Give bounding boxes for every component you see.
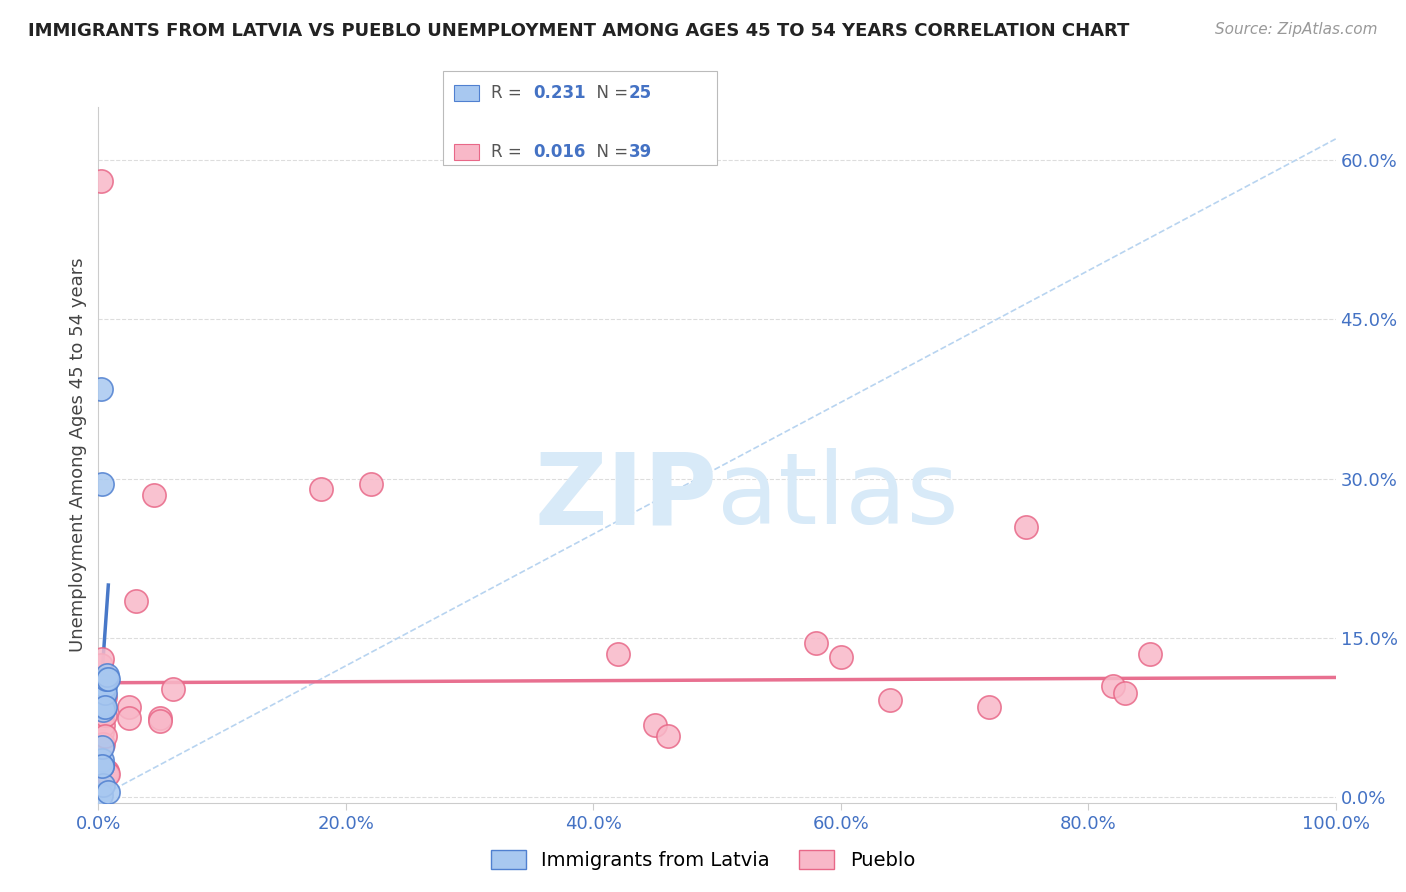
Point [93, 707, 115, 722]
Point [309, 483, 332, 497]
Text: N =: N = [586, 84, 634, 102]
Point [90, 657, 112, 672]
Point [91, 753, 114, 767]
Point [91, 739, 114, 754]
Point [1139, 647, 1161, 661]
Point [91, 724, 114, 739]
Y-axis label: Unemployment Among Ages 45 to 54 years: Unemployment Among Ages 45 to 54 years [69, 258, 87, 652]
Point [97, 785, 120, 799]
Point [90, 706, 112, 720]
Text: 25: 25 [628, 84, 651, 102]
Point [90, 789, 112, 803]
Point [91, 679, 114, 693]
Point [93, 679, 115, 693]
Point [94, 764, 117, 778]
Point [91, 758, 114, 772]
Text: atlas: atlas [717, 448, 959, 545]
Point [93, 690, 115, 704]
Point [90, 675, 112, 690]
Point [91, 758, 114, 772]
Point [91, 711, 114, 725]
Point [607, 647, 630, 661]
Text: 0.016: 0.016 [533, 143, 585, 161]
Point [93, 679, 115, 693]
Point [360, 477, 382, 491]
Point [644, 718, 666, 732]
Point [91, 477, 114, 491]
Text: 0.231: 0.231 [533, 84, 585, 102]
Point [93, 673, 115, 688]
Point [118, 700, 141, 714]
Point [93, 778, 115, 792]
Point [93, 679, 115, 693]
Point [91, 695, 114, 709]
Point [143, 488, 166, 502]
Point [93, 697, 115, 711]
Point [97, 767, 120, 781]
Point [979, 700, 1001, 714]
Point [93, 718, 115, 732]
Point [118, 711, 141, 725]
Point [90, 174, 112, 188]
Text: Source: ZipAtlas.com: Source: ZipAtlas.com [1215, 22, 1378, 37]
Point [162, 682, 184, 697]
Text: IMMIGRANTS FROM LATVIA VS PUEBLO UNEMPLOYMENT AMONG AGES 45 TO 54 YEARS CORRELAT: IMMIGRANTS FROM LATVIA VS PUEBLO UNEMPLO… [28, 22, 1129, 40]
Point [93, 729, 115, 743]
Point [93, 703, 115, 717]
Text: R =: R = [491, 84, 527, 102]
Point [830, 650, 852, 665]
Point [93, 684, 115, 698]
Point [91, 652, 114, 666]
Point [149, 711, 172, 725]
Point [93, 690, 115, 704]
Point [96, 767, 118, 781]
Point [93, 700, 115, 714]
Point [93, 700, 115, 714]
Text: ZIP: ZIP [534, 448, 717, 545]
Point [804, 636, 827, 650]
Text: 39: 39 [628, 143, 652, 161]
Point [91, 690, 114, 704]
Point [149, 714, 172, 728]
Point [90, 382, 112, 396]
Point [96, 668, 118, 682]
Point [97, 672, 120, 686]
Point [1015, 519, 1038, 533]
Point [91, 700, 114, 714]
Text: R =: R = [491, 143, 527, 161]
Point [94, 672, 117, 686]
Point [91, 690, 114, 704]
Point [879, 692, 901, 706]
Point [1114, 686, 1136, 700]
Point [657, 729, 679, 743]
Point [96, 764, 118, 778]
Point [93, 738, 115, 752]
Point [93, 686, 115, 700]
Point [1102, 679, 1125, 693]
Point [124, 594, 146, 608]
Legend: Immigrants from Latvia, Pueblo: Immigrants from Latvia, Pueblo [484, 842, 922, 878]
Text: N =: N = [586, 143, 634, 161]
